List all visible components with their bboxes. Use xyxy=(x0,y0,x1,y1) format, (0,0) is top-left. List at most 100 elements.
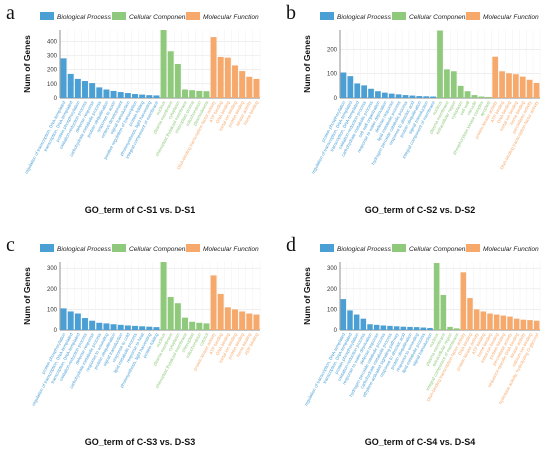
bar-mf xyxy=(519,76,526,98)
bar-bp xyxy=(381,92,388,98)
bar-bp xyxy=(89,320,96,330)
bar-mf xyxy=(493,314,500,330)
bar-mf xyxy=(533,320,540,330)
bar-bp xyxy=(361,85,367,98)
bar-chart: Biological Process Cellular Component Mole… xyxy=(22,12,261,215)
y-tick-label: 200 xyxy=(47,68,58,74)
legend-swatch-mf xyxy=(186,244,200,252)
legend-label-bp: Biological Process xyxy=(337,14,392,21)
bar-mf xyxy=(232,309,238,330)
legend-label-cc: Cellular Component xyxy=(129,246,188,253)
bar-bp xyxy=(117,92,124,98)
x-tick-label: vacuole xyxy=(466,100,478,116)
bar-mf xyxy=(513,74,519,98)
y-tick-label: 0 xyxy=(54,96,58,102)
bar-cc xyxy=(433,263,440,330)
bar-bp xyxy=(103,323,110,330)
chart-panel-c: c Biological Process Cellular Component Mol… xyxy=(0,232,270,457)
bar-cc xyxy=(196,90,203,98)
bar-mf xyxy=(480,311,487,330)
bar-mf xyxy=(473,309,480,330)
bar-bp xyxy=(139,94,146,98)
legend-label-bp: Biological Process xyxy=(337,246,392,253)
bar-bp xyxy=(74,313,81,330)
bar-bp xyxy=(110,90,117,98)
legend-label-mf: Molecular Function xyxy=(203,14,259,21)
bar-mf xyxy=(520,319,527,330)
bar-cc xyxy=(196,322,203,330)
panel-letter: c xyxy=(6,234,15,256)
bar-cc xyxy=(203,323,210,330)
chart-panel-d: d Biological Process Cellular Component Mol… xyxy=(280,232,550,457)
y-tick-label: 200 xyxy=(47,287,58,293)
bar-cc xyxy=(189,90,196,98)
legend-swatch-bp xyxy=(40,12,54,20)
bar-mf xyxy=(239,71,246,98)
legend-label-cc: Cellular Component xyxy=(129,14,188,21)
bar-bp xyxy=(74,78,81,98)
bar-cc xyxy=(167,51,174,98)
bar-bp xyxy=(82,81,88,98)
bar-bp xyxy=(110,324,117,330)
bar-mf xyxy=(513,318,520,330)
bar-bp xyxy=(139,326,146,330)
y-axis-label: Num of Genes xyxy=(302,35,312,93)
bar-mf xyxy=(246,313,253,330)
bar-mf xyxy=(239,311,246,330)
bar-mf xyxy=(507,316,513,330)
legend-label-bp: Biological Process xyxy=(57,14,112,21)
y-tick-label: 100 xyxy=(327,307,338,313)
bar-bp xyxy=(427,327,433,330)
y-tick-label: 100 xyxy=(327,72,338,78)
chart-title: GO_term of C-S3 vs. D-S3 xyxy=(85,437,196,447)
legend-label-cc: Cellular Component xyxy=(409,246,468,253)
bar-chart: Biological Process Cellular Component Mole… xyxy=(302,12,541,215)
bar-mf xyxy=(526,79,533,98)
bar-cc xyxy=(189,321,196,330)
bar-cc xyxy=(160,30,167,98)
y-axis-label: Num of Genes xyxy=(302,267,312,325)
legend-label-mf: Molecular Function xyxy=(483,246,539,253)
x-tick-label: cell wall xyxy=(459,100,471,116)
bar-bp xyxy=(416,96,423,98)
panel-letter: d xyxy=(286,234,296,256)
y-tick-label: 300 xyxy=(47,266,58,272)
bar-bp xyxy=(353,314,360,330)
y-axis-label: Num of Genes xyxy=(22,267,32,325)
bar-bp xyxy=(400,326,407,330)
bar-bp xyxy=(146,95,153,98)
bar-bp xyxy=(368,88,374,98)
bar-chart: Biological Process Cellular Component Mole… xyxy=(22,244,261,447)
bar-bp xyxy=(347,76,354,98)
bar-mf xyxy=(487,313,493,330)
legend-swatch-cc xyxy=(392,244,406,252)
bar-bp xyxy=(360,318,367,330)
bar-cc xyxy=(447,326,453,330)
bar-cc xyxy=(437,30,443,98)
bar-bp xyxy=(124,325,131,330)
chart-panel-a: a Biological Process Cellular Component Mol… xyxy=(0,0,270,225)
bar-mf xyxy=(492,56,499,98)
chart-title: GO_term of C-S2 vs. D-S2 xyxy=(365,205,476,215)
legend-swatch-mf xyxy=(466,12,480,20)
bar-mf xyxy=(224,307,231,330)
panel-letter: a xyxy=(6,2,15,24)
x-tick-label: nucleus xyxy=(155,331,167,347)
bar-bp xyxy=(82,318,88,330)
bar-cc xyxy=(457,85,464,98)
bar-bp xyxy=(380,325,387,330)
bar-bp xyxy=(387,325,393,330)
bar-bp xyxy=(153,95,160,98)
bar-mf xyxy=(500,315,507,330)
bar-mf xyxy=(217,56,224,98)
bar-bp xyxy=(340,72,347,98)
bar-cc xyxy=(478,96,485,98)
bar-mf xyxy=(506,73,512,98)
y-tick-label: 200 xyxy=(327,47,338,53)
y-tick-label: 300 xyxy=(47,54,58,60)
bar-mf xyxy=(217,293,224,330)
legend-label-mf: Molecular Function xyxy=(203,246,259,253)
bar-bp xyxy=(67,311,74,330)
legend-swatch-mf xyxy=(186,12,200,20)
y-tick-label: 400 xyxy=(47,39,58,45)
